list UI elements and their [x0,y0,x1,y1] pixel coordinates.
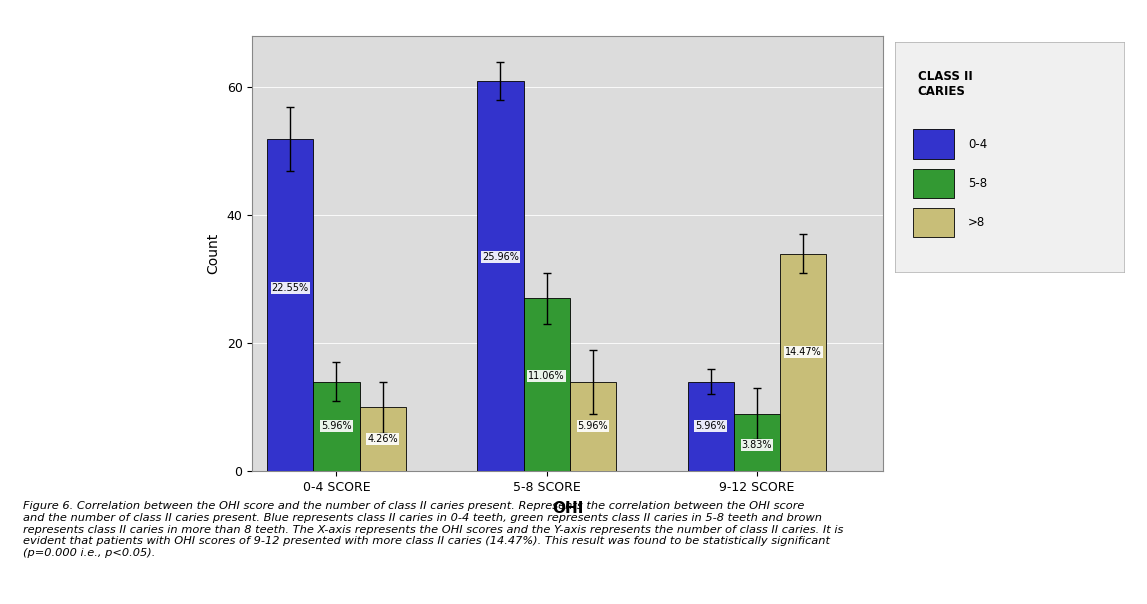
Text: Figure 6. Correlation between the OHI score and the number of class II caries pr: Figure 6. Correlation between the OHI sc… [23,501,843,557]
Text: 14.47%: 14.47% [785,347,821,356]
Bar [688,382,734,471]
Text: 0-4: 0-4 [968,138,988,151]
Text: 4.26%: 4.26% [367,434,398,444]
Bar [313,382,360,471]
Text: 5-8: 5-8 [968,177,988,190]
Text: 11.06%: 11.06% [529,371,565,381]
Text: CLASS II
CARIES: CLASS II CARIES [918,70,973,98]
Bar [524,298,570,471]
Text: 5.96%: 5.96% [321,422,352,431]
FancyBboxPatch shape [913,169,954,198]
Text: 5.96%: 5.96% [578,422,608,431]
Bar [780,254,826,471]
FancyBboxPatch shape [913,129,954,159]
Y-axis label: Count: Count [205,233,220,274]
Text: 3.83%: 3.83% [742,440,772,450]
Text: 22.55%: 22.55% [272,283,309,293]
Bar [734,414,780,471]
Bar [477,81,523,471]
Text: 25.96%: 25.96% [482,251,518,262]
Bar [360,407,406,471]
FancyBboxPatch shape [913,208,954,237]
Text: >8: >8 [968,216,985,229]
Text: 5.96%: 5.96% [695,422,726,431]
X-axis label: OHI: OHI [552,501,584,516]
Bar [570,382,616,471]
Bar [267,138,313,471]
